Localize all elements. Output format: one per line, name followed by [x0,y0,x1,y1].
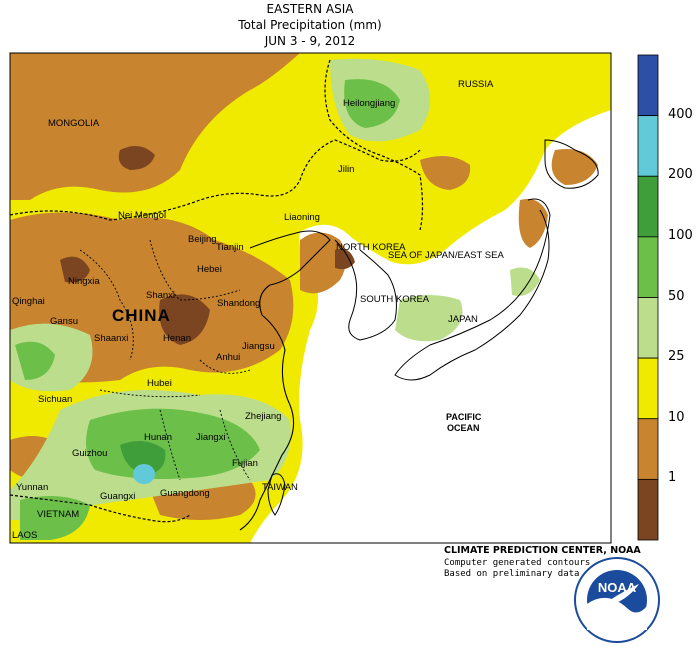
label-heilongjiang: Heilongjiang [343,98,395,109]
province-borders [79,239,251,481]
label-zhejiang: Zhejiang [245,411,281,422]
noaa-logo: NOAA [574,557,660,643]
label-china: CHINA [112,306,171,325]
taiwan-coastline [267,473,286,516]
map-title-variable: Total Precipitation (mm) [238,18,382,32]
credit-data-status: Based on preliminary data [444,569,580,579]
label-laos: LAOS [12,530,37,541]
label-guangxi: Guangxi [100,491,135,502]
contour-50-100-vietnam [20,496,90,540]
label-ocean: OCEAN [447,423,480,433]
label-taiwan: TAIWAN [262,482,298,493]
label-sea-of-japan: SEA OF JAPAN/EAST SEA [388,250,504,261]
label-ningxia: Ningxia [68,276,100,287]
contour-1-10-primorye [420,156,471,190]
place-labels: RUSSIA MONGOLIA Heilongjiang Jilin Liaon… [12,79,504,541]
label-qinghai: Qinghai [12,296,45,307]
label-anhui: Anhui [216,352,240,363]
vietnam-border [10,494,191,523]
korea-coastline [334,239,397,341]
label-jiangsu: Jiangsu [242,341,275,352]
map-title-region: EASTERN ASIA [266,2,354,16]
label-pacific: PACIFIC [446,412,482,422]
contour-25-50-japan [395,295,463,342]
label-mongolia: MONGOLIA [48,118,100,129]
label-fujian: Fujian [232,458,258,469]
legend-bin-4 [637,297,659,359]
contour-lt1-gansu [60,256,90,283]
label-guangdong: Guangdong [160,488,210,499]
contour-50-100-heilongjiang [344,79,400,128]
credit-method: Computer generated contours [444,558,591,568]
russia-border [324,59,424,231]
mongolia-border [10,139,421,221]
legend-bin-2 [637,175,659,238]
noaa-logo-text: NOAA [598,580,637,595]
contour-100-200-guangxi [120,441,166,475]
label-henan: Henan [163,333,191,344]
legend-tick-10: 10 [668,409,685,425]
contour-1-10-korea [300,232,346,294]
contour-lt1-mongolia [118,146,155,170]
japan-coastline [394,139,599,381]
legend-bin-1 [637,115,659,177]
legend-tick-400: 400 [668,106,693,122]
label-jilin: Jilin [338,164,354,175]
label-nei-mongol: Nei Mongol [118,210,166,221]
label-shaanxi: Shaanxi [94,333,128,344]
legend-color-bar [637,54,659,541]
precipitation-contours [10,53,611,543]
label-gansu: Gansu [50,316,78,327]
legend-tick-1: 1 [668,470,677,486]
legend-bin-7 [637,478,659,541]
china-coastline [239,230,331,531]
label-russia: RUSSIA [458,79,494,90]
label-south-korea: SOUTH KOREA [360,294,430,305]
label-hebei: Hebei [197,264,222,275]
contour-1-10-mongolia [10,53,300,200]
contour-1-10-hokkaido [551,149,598,185]
credit-agency: CLIMATE PREDICTION CENTER, NOAA [444,545,641,556]
legend-bin-5 [637,357,659,420]
label-vietnam: VIETNAM [37,509,79,520]
label-hubei: Hubei [147,378,172,389]
noaa-logo-bird [599,584,639,608]
label-tianjin: Tianjin [216,242,244,253]
label-jiangxi: Jiangxi [196,432,226,443]
label-hunan: Hunan [144,432,172,443]
contour-200-400-guangxi [133,464,155,484]
contour-lt1-henan [159,294,210,345]
legend-tick-100: 100 [668,227,693,243]
label-shandong: Shandong [217,298,260,309]
label-guizhou: Guizhou [72,448,107,459]
contour-lt1-north-korea [335,248,355,270]
legend-bin-6 [637,418,659,480]
label-yunnan: Yunnan [16,482,48,493]
legend-tick-200: 200 [668,167,693,183]
legend-bin-0 [637,54,659,117]
map-frame [9,52,612,544]
legend-tick-25: 25 [668,349,685,365]
label-japan: JAPAN [448,314,478,325]
label-north-korea: NORTH KOREA [336,242,406,253]
contour-50-100-sichuan [15,341,55,380]
label-liaoning: Liaoning [284,212,320,223]
legend-bin-3 [637,236,659,298]
legend-tick-50: 50 [668,288,685,304]
label-beijing: Beijing [188,234,217,245]
map-title-period: JUN 3 - 9, 2012 [264,34,356,48]
label-sichuan: Sichuan [38,394,72,405]
label-shanxi: Shanxi [146,290,175,301]
